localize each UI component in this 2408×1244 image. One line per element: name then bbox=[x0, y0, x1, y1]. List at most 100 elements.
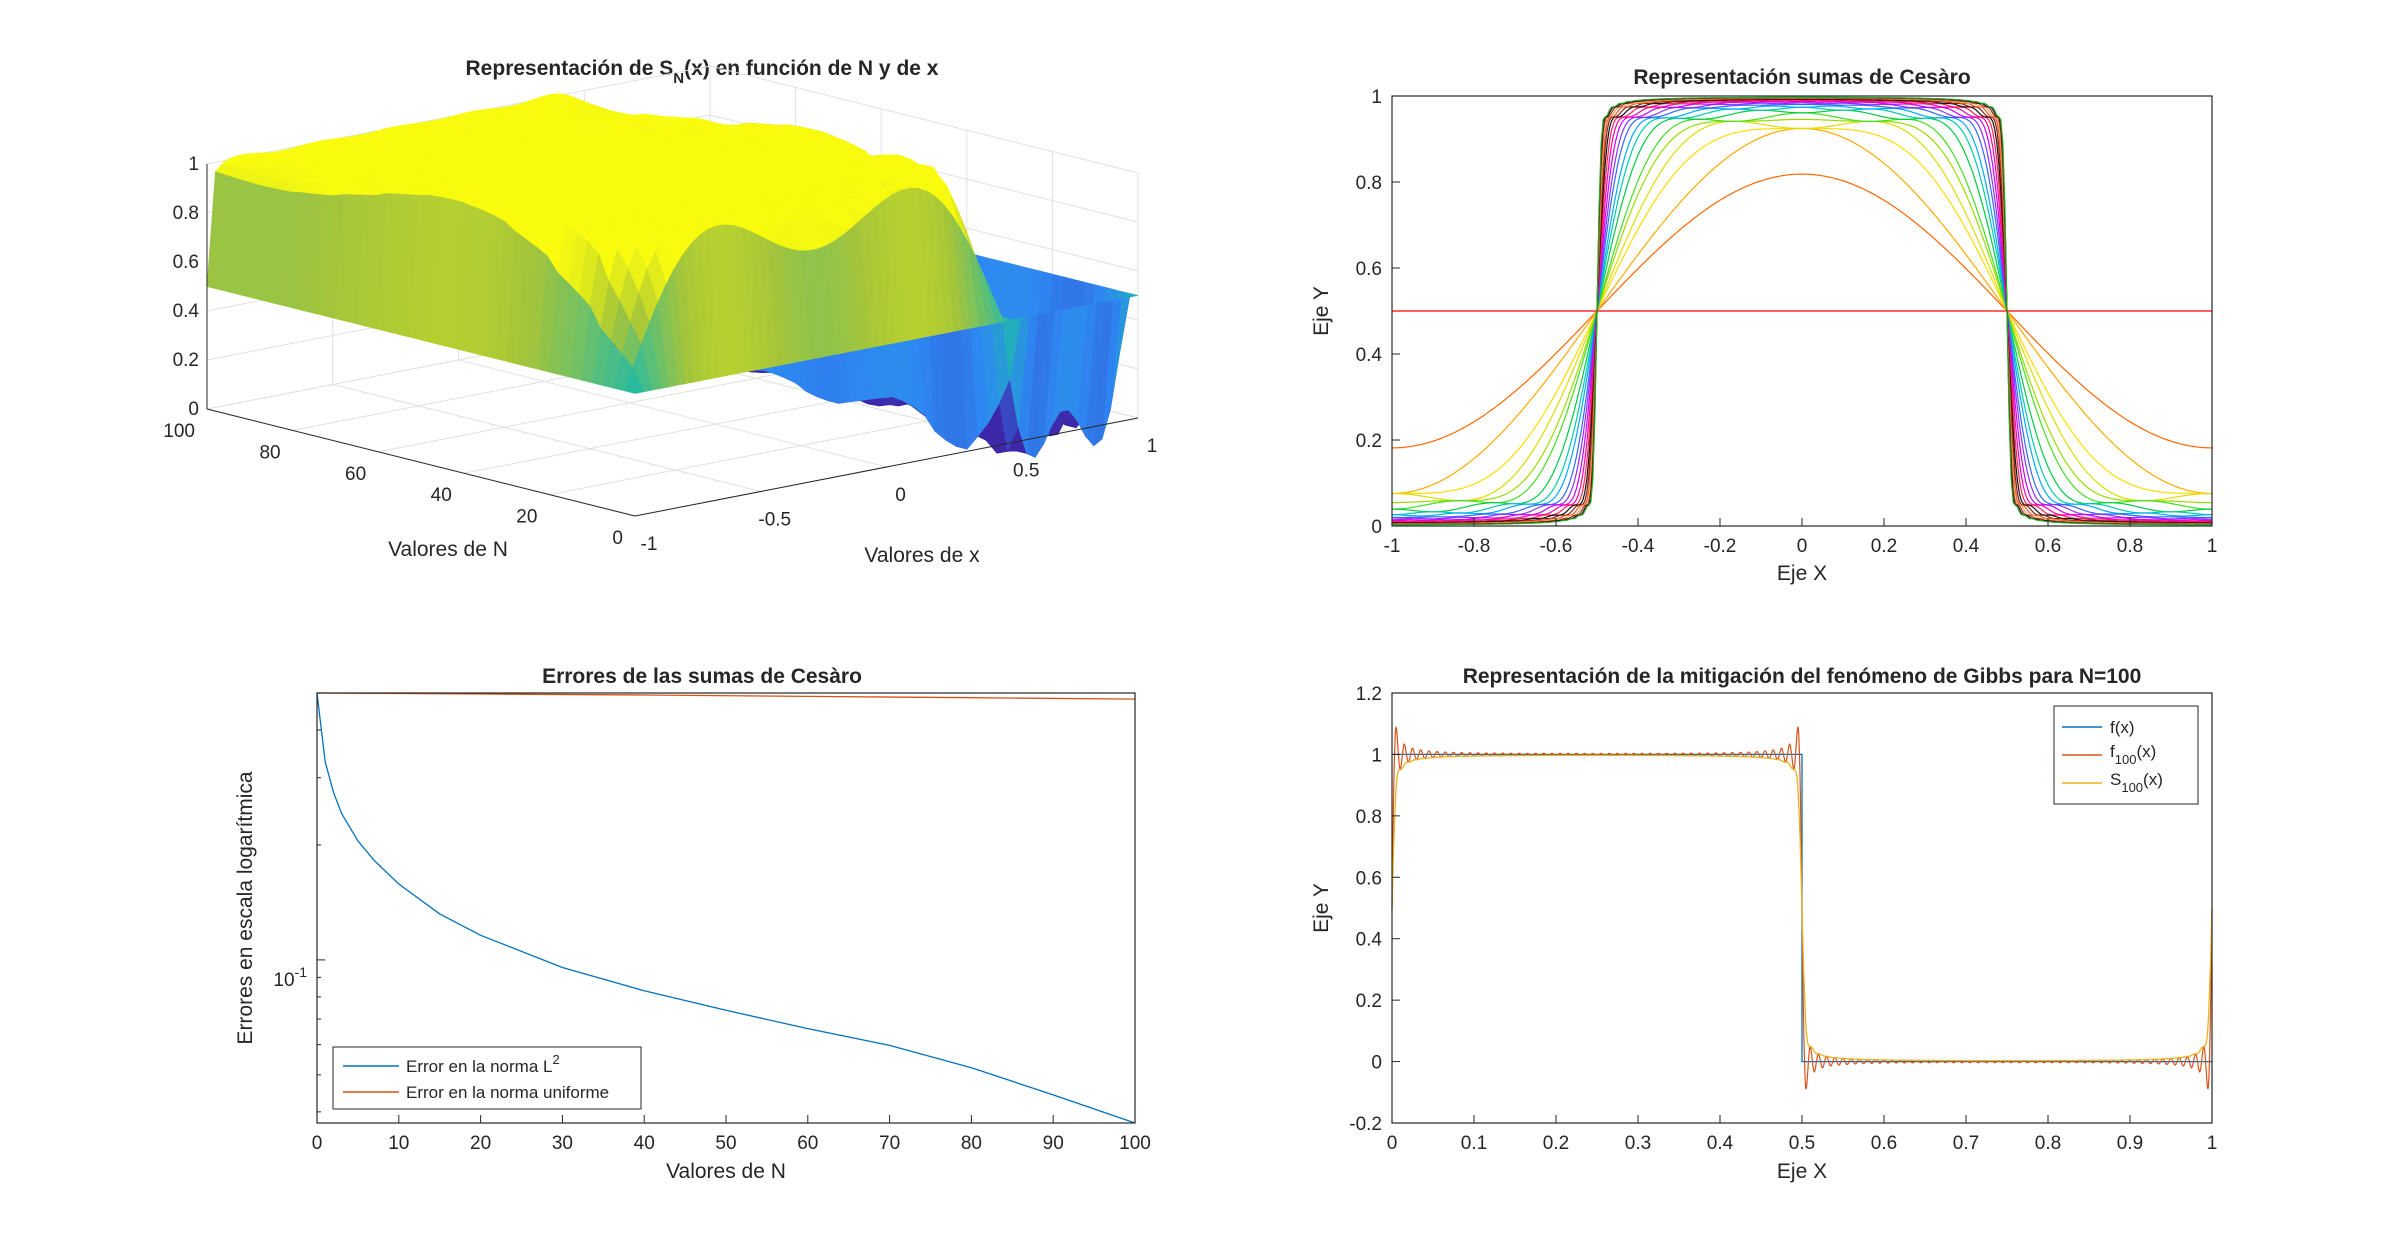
cesaro-y-tick-label-4: 0.8 bbox=[1356, 173, 1382, 194]
gibbs-x-tick-label-4: 0.4 bbox=[1707, 1133, 1734, 1154]
cesaro-curve-11 bbox=[1392, 102, 2212, 520]
gibbs-x-tick-label-2: 0.2 bbox=[1543, 1133, 1569, 1154]
surface-z-tick-label-0: 0 bbox=[188, 399, 199, 420]
gibbs-x-tick-label-3: 0.3 bbox=[1625, 1133, 1651, 1154]
cesaro-curve-9 bbox=[1392, 105, 2212, 517]
surface-grid-side-z-5 bbox=[709, 65, 1139, 174]
cesaro-y-tick-label-2: 0.4 bbox=[1356, 345, 1383, 366]
errors-x-tick-label-0: 0 bbox=[312, 1133, 323, 1154]
errors-x-tick-label-1: 10 bbox=[388, 1133, 409, 1154]
errors-curves bbox=[316, 692, 1136, 1124]
surface-x-tick-label-1: -0.5 bbox=[758, 510, 791, 531]
gibbs-legend-f100-post: (x) bbox=[2136, 742, 2156, 761]
errors-x-tick-label-10: 100 bbox=[1119, 1133, 1151, 1154]
errors-title: Errores de las sumas de Cesàro bbox=[542, 665, 862, 688]
cesaro-x-tick-label-2: -0.6 bbox=[1540, 536, 1573, 557]
surface-n-tick-label-1: 20 bbox=[516, 507, 537, 528]
gibbs-legend-label-f100: f100(x) bbox=[2110, 742, 2156, 767]
gibbs-curve-s100 bbox=[1391, 754, 2213, 1062]
surface-n-tick-label-5: 100 bbox=[163, 421, 195, 442]
surface bbox=[206, 93, 1139, 458]
errors-legend-box bbox=[332, 1046, 642, 1110]
surface-grid-floor-x-2 bbox=[458, 359, 887, 468]
cesaro-x-tick-label-3: -0.4 bbox=[1622, 536, 1655, 557]
cesaro-curves bbox=[1391, 96, 2213, 526]
gibbs-legend-f100-sub: 100 bbox=[2115, 752, 2137, 767]
surface-plot-title: Representación de SN(x) en función de N … bbox=[466, 57, 939, 87]
gibbs-legend: f(x) f100(x) S100(x) bbox=[2053, 705, 2199, 805]
gibbs-x-tick-label-6: 0.6 bbox=[1871, 1133, 1897, 1154]
errors-curve-0 bbox=[316, 692, 1136, 1124]
gibbs-x-tick-label-9: 0.9 bbox=[2117, 1133, 2143, 1154]
gibbs-x-tick-label-8: 0.8 bbox=[2035, 1133, 2061, 1154]
errors-legend-label-l2: Error en la norma L2 bbox=[406, 1052, 560, 1076]
surface-n-label: Valores de N bbox=[388, 538, 508, 561]
errors-legend-label-l2-sup: 2 bbox=[552, 1052, 559, 1067]
surface-x-tick-label-4: 1 bbox=[1147, 436, 1158, 457]
errors-x-tick-label-4: 40 bbox=[634, 1133, 655, 1154]
surface-title-sub: N bbox=[673, 70, 684, 87]
cesaro-curve-4 bbox=[1392, 120, 2212, 502]
gibbs-y-tick-label-7: 1.2 bbox=[1356, 684, 1382, 705]
surface-n-axis-line bbox=[206, 408, 636, 517]
gibbs-legend-label-f: f(x) bbox=[2110, 718, 2135, 737]
errors-curve-1 bbox=[316, 692, 1136, 700]
cesaro-x-tick-label-10: 1 bbox=[2207, 536, 2218, 557]
gibbs-x-label: Eje X bbox=[1777, 1160, 1827, 1183]
cesaro-sums-panel: Representación sumas de Cesàro -1 -0.8 -0.… bbox=[1310, 66, 2217, 585]
surface-z-tick-label-5: 1 bbox=[188, 154, 199, 175]
surface-x-tick-label-0: -1 bbox=[641, 534, 658, 555]
cesaro-y-tick-label-1: 0.2 bbox=[1356, 431, 1382, 452]
surface-n-tick-label-4: 80 bbox=[259, 442, 280, 463]
gibbs-panel: Representación de la mitigación del fenó… bbox=[1310, 665, 2217, 1183]
cesaro-curve-7 bbox=[1391, 109, 2213, 513]
errors-x-tick-label-9: 90 bbox=[1043, 1133, 1064, 1154]
gibbs-curves bbox=[1391, 726, 2213, 1090]
gibbs-x-tick-label-7: 0.7 bbox=[1953, 1133, 1979, 1154]
gibbs-ticks: 0 0.1 0.2 0.3 0.4 0.5 0.6 0.7 0.8 0.9 1-0.200.20.4… bbox=[1349, 684, 2217, 1154]
cesaro-x-tick-label-1: -0.8 bbox=[1458, 536, 1491, 557]
surface-n-tick-label-0: 0 bbox=[612, 528, 623, 549]
gibbs-y-tick-label-3: 0.4 bbox=[1356, 930, 1383, 951]
gibbs-legend-f100-pre: f bbox=[2110, 742, 2115, 761]
gibbs-legend-f-post: (x) bbox=[2115, 718, 2135, 737]
cesaro-x-tick-label-7: 0.4 bbox=[1953, 536, 1980, 557]
errors-legend: Error en la norma L2 Error en la norma u… bbox=[332, 1046, 642, 1110]
surface-patch-2399 bbox=[623, 366, 644, 394]
surface-title-pre: Representación de S bbox=[466, 57, 674, 80]
gibbs-y-label: Eje Y bbox=[1310, 883, 1333, 933]
cesaro-curve-10 bbox=[1392, 103, 2212, 519]
cesaro-curve-21 bbox=[1392, 96, 2212, 526]
errors-x-label: Valores de N bbox=[666, 1160, 786, 1183]
surface-z-tick-label-1: 0.2 bbox=[173, 350, 199, 371]
cesaro-curve-5 bbox=[1392, 118, 2212, 504]
cesaro-curve-12 bbox=[1392, 101, 2212, 521]
errors-y-tick-exp: -1 bbox=[295, 964, 308, 980]
surface-x-tick-label-3: 0.5 bbox=[1013, 461, 1039, 482]
gibbs-legend-s100-post: (x) bbox=[2143, 770, 2163, 789]
gibbs-y-tick-label-6: 1 bbox=[1371, 745, 1382, 766]
surface-plot-panel: Representación de SN(x) en función de N … bbox=[163, 57, 1157, 567]
gibbs-title: Representación de la mitigación del fenó… bbox=[1463, 665, 2142, 688]
errors-x-tick-label-2: 20 bbox=[470, 1133, 491, 1154]
cesaro-x-tick-label-0: -1 bbox=[1384, 536, 1401, 557]
errors-ticks: 0 10 20 30 40 50 60 70 80 90 100 bbox=[312, 729, 1151, 1154]
gibbs-legend-label-s100: S100(x) bbox=[2110, 770, 2163, 795]
errors-x-tick-label-3: 30 bbox=[552, 1133, 573, 1154]
gibbs-y-tick-label-0: -0.2 bbox=[1349, 1114, 1382, 1135]
cesaro-x-tick-label-6: 0.2 bbox=[1871, 536, 1897, 557]
gibbs-legend-s100-sub: 100 bbox=[2121, 780, 2143, 795]
gibbs-y-tick-label-2: 0.2 bbox=[1356, 991, 1382, 1012]
cesaro-y-tick-label-5: 1 bbox=[1371, 87, 1382, 108]
cesaro-x-label: Eje X bbox=[1777, 562, 1827, 585]
gibbs-y-tick-label-1: 0 bbox=[1371, 1053, 1382, 1074]
surface-x-axis-line bbox=[634, 417, 1139, 517]
surface-title-post: (x) en función de N y de x bbox=[684, 57, 939, 80]
surface-grid-floor-x-1 bbox=[332, 384, 761, 492]
errors-legend-label-uniform: Error en la norma uniforme bbox=[406, 1083, 609, 1102]
errors-x-tick-label-5: 50 bbox=[715, 1133, 736, 1154]
errors-x-tick-label-6: 60 bbox=[797, 1133, 818, 1154]
surface-n-tick-label-3: 60 bbox=[345, 464, 366, 485]
